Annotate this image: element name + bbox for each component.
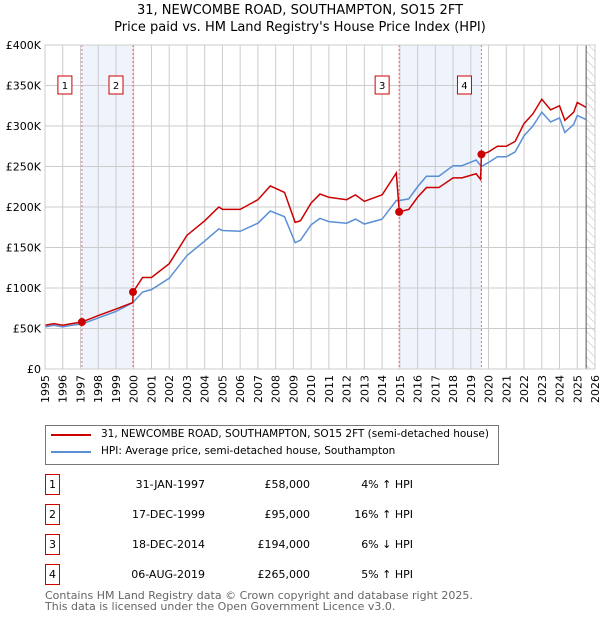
legend-item-property: 31, NEWCOMBE ROAD, SOUTHAMPTON, SO15 2FT… [46, 426, 498, 443]
x-tick-label: 2020 [483, 375, 496, 403]
x-tick-label: 2021 [500, 375, 513, 403]
x-tick-label: 2017 [429, 375, 442, 403]
footer-line: Contains HM Land Registry data © Crown c… [45, 589, 473, 602]
x-tick-label: 2005 [216, 375, 229, 403]
footer-line: This data is licensed under the Open Gov… [45, 600, 396, 613]
sale-price: £265,000 [257, 568, 311, 581]
x-tick-label: 2022 [518, 375, 531, 403]
hpi-diff: 6% ↓ HPI [361, 538, 413, 551]
y-tick-label: £50K [13, 323, 42, 336]
y-tick-label: £300K [6, 120, 42, 133]
sale-point [129, 288, 137, 297]
plot-frame [44, 44, 596, 370]
sale-date: 17-DEC-1999 [131, 508, 205, 521]
x-tick-label: 2013 [358, 375, 371, 403]
sale-marker: 4 [45, 564, 60, 585]
sale-marker: 1 [45, 474, 60, 495]
sale-marker: 2 [45, 504, 60, 525]
sale-marker-box [108, 75, 124, 95]
sale-date: 06-AUG-2019 [131, 568, 205, 581]
table-row: 2 17-DEC-1999 £95,000 16% ↑ HPI [45, 504, 445, 525]
x-tick-label: 2019 [465, 375, 478, 403]
sale-marker-box [374, 75, 390, 95]
x-tick-label: 1997 [74, 375, 87, 403]
sale-marker-label: 4 [461, 81, 467, 92]
sale-point [477, 150, 486, 159]
x-tick-label: 2001 [145, 375, 158, 403]
sale-price: £95,000 [264, 508, 311, 521]
x-tick-label: 2006 [234, 375, 247, 403]
sale-marker-label: 3 [379, 81, 385, 92]
x-tick-label: 2026 [589, 375, 600, 403]
y-tick-label: £400K [6, 39, 42, 52]
sale-marker-label: 2 [113, 81, 119, 92]
y-tick-label: £250K [6, 161, 42, 174]
legend-label: HPI: Average price, semi-detached house,… [101, 445, 396, 457]
hpi-diff: 5% ↑ HPI [361, 568, 413, 581]
x-tick-label: 2025 [571, 375, 584, 403]
x-tick-label: 2016 [412, 375, 425, 403]
legend-item-hpi: HPI: Average price, semi-detached house,… [46, 443, 498, 460]
x-tick-label: 2009 [287, 375, 300, 403]
x-tick-label: 1995 [39, 375, 52, 403]
title-line: 31, NEWCOMBE ROAD, SOUTHAMPTON, SO15 2FT [136, 3, 464, 18]
sale-date: 18-DEC-2014 [131, 538, 205, 551]
y-tick-label: £100K [6, 282, 42, 295]
sale-marker-box [57, 75, 73, 95]
x-tick-label: 2015 [394, 375, 407, 403]
y-tick-label: £350K [6, 80, 42, 93]
y-tick-label: £150K [6, 242, 42, 255]
table-row: 1 31-JAN-1997 £58,000 4% ↑ HPI [45, 474, 445, 495]
x-tick-label: 2004 [199, 375, 212, 403]
sale-price: £194,000 [257, 538, 311, 551]
x-tick-label: 2008 [270, 375, 283, 403]
table-row: 3 18-DEC-2014 £194,000 6% ↓ HPI [45, 534, 445, 555]
x-tick-label: 2007 [252, 375, 265, 403]
subtitle-line: Price paid vs. HM Land Registry's House … [114, 20, 486, 35]
x-tick-label: 2011 [323, 375, 336, 403]
footer: Contains HM Land Registry data © Crown c… [45, 590, 473, 612]
legend-label: 31, NEWCOMBE ROAD, SOUTHAMPTON, SO15 2FT… [101, 428, 489, 440]
sale-marker: 3 [45, 534, 60, 555]
series-line [44, 97, 587, 327]
x-tick-label: 2003 [181, 375, 194, 403]
sale-date: 31-JAN-1997 [135, 478, 205, 491]
sale-marker-label: 1 [62, 81, 68, 92]
hpi-diff: 4% ↑ HPI [361, 478, 413, 491]
hpi-diff: 16% ↑ HPI [354, 508, 413, 521]
price-chart: 1995 1996 1997 1998 1999 2000 2001 2002 2003 2004… [6, 39, 600, 403]
x-tick-label: 2014 [376, 375, 389, 403]
table-row: 4 06-AUG-2019 £265,000 5% ↑ HPI [45, 564, 445, 585]
blue-line-swatch [51, 451, 91, 453]
x-tick-label: 2024 [554, 375, 567, 403]
legend: 31, NEWCOMBE ROAD, SOUTHAMPTON, SO15 2FT… [45, 425, 499, 465]
y-tick-label: £200K [6, 201, 42, 214]
y-tick-label: £0 [27, 363, 41, 376]
x-tick-label: 1999 [110, 375, 123, 403]
red-line-swatch [51, 434, 91, 436]
sale-price: £58,000 [264, 478, 311, 491]
x-tick-label: 2002 [163, 375, 176, 403]
x-tick-label: 2018 [447, 375, 460, 403]
sale-point [395, 207, 404, 216]
x-tick-label: 1996 [57, 375, 70, 403]
x-tick-label: 2023 [536, 375, 549, 403]
sale-marker-box [456, 75, 472, 95]
series-line [44, 111, 587, 328]
chart-title: 31, NEWCOMBE ROAD, SOUTHAMPTON, SO15 2FT… [0, 2, 600, 36]
x-tick-label: 2012 [341, 375, 354, 403]
x-tick-label: 2010 [305, 375, 318, 403]
x-tick-label: 1998 [92, 375, 105, 403]
x-tick-label: 2000 [128, 375, 141, 403]
sale-point [77, 318, 86, 327]
